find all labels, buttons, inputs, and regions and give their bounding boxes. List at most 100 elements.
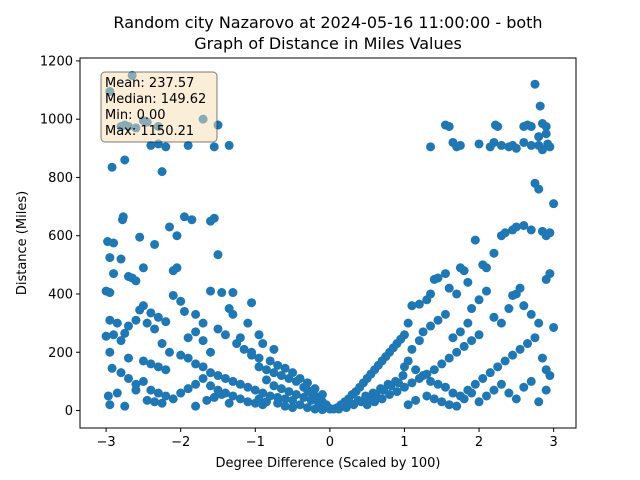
x-tick-label: 0 <box>326 435 334 450</box>
data-point <box>537 353 547 363</box>
data-point <box>157 167 167 177</box>
data-point <box>254 353 264 363</box>
data-point <box>276 371 286 381</box>
data-point <box>317 390 327 399</box>
data-point <box>209 213 219 223</box>
data-point <box>254 362 264 372</box>
data-point <box>470 235 480 245</box>
data-point <box>254 394 264 404</box>
data-point <box>243 318 253 328</box>
data-point <box>306 395 316 405</box>
data-point <box>191 359 201 369</box>
data-point <box>508 350 518 360</box>
axes-frame <box>79 57 577 429</box>
data-point <box>489 312 499 322</box>
data-point <box>452 289 462 299</box>
data-point <box>459 266 469 276</box>
data-point <box>254 330 264 340</box>
data-point <box>213 371 223 381</box>
data-point <box>239 344 249 354</box>
data-point <box>426 376 436 386</box>
data-point <box>519 301 529 311</box>
x-tick-label: 2 <box>475 435 483 450</box>
data-point <box>118 212 128 222</box>
data-point <box>179 212 189 222</box>
data-point <box>545 371 555 381</box>
data-point <box>105 253 115 263</box>
data-point <box>437 359 447 369</box>
data-point <box>120 328 130 338</box>
data-point <box>407 301 417 311</box>
data-point <box>157 339 167 349</box>
data-point <box>224 140 234 150</box>
data-point <box>467 388 477 398</box>
data-point <box>142 395 152 405</box>
data-point <box>526 376 536 386</box>
data-point <box>135 232 145 242</box>
data-point <box>482 286 491 296</box>
data-point <box>414 336 424 346</box>
data-point <box>228 391 238 401</box>
data-point <box>433 273 443 283</box>
data-point <box>534 397 544 407</box>
data-point <box>299 392 309 402</box>
data-point <box>123 373 133 383</box>
data-point <box>123 353 133 363</box>
stats-max: Max: 1150.21 <box>105 124 194 139</box>
data-point <box>105 400 115 410</box>
data-point <box>273 398 283 408</box>
data-point <box>146 140 156 150</box>
data-point <box>444 283 454 293</box>
data-point <box>534 132 544 142</box>
data-point <box>448 333 458 343</box>
x-tick-label: −2 <box>171 435 190 450</box>
data-point <box>235 333 245 343</box>
data-point <box>310 404 320 414</box>
data-point <box>440 269 450 279</box>
data-point <box>526 140 536 150</box>
data-point <box>426 142 436 152</box>
data-point <box>291 390 301 399</box>
data-point <box>452 347 462 357</box>
data-point <box>116 368 126 378</box>
data-point <box>206 381 216 391</box>
data-point <box>191 309 201 319</box>
data-point <box>302 403 312 413</box>
data-point <box>482 391 491 401</box>
data-point <box>496 379 506 389</box>
data-point <box>161 142 171 152</box>
data-point <box>168 290 178 300</box>
data-point <box>444 400 454 410</box>
data-point <box>463 277 473 287</box>
data-point <box>541 385 551 395</box>
data-point <box>191 401 201 411</box>
data-point <box>362 400 372 410</box>
data-point <box>217 288 227 298</box>
x-axis-label: Degree Difference (Scaled by 100) <box>216 456 441 471</box>
data-point <box>284 387 294 397</box>
data-point <box>519 121 529 131</box>
data-point <box>496 318 506 328</box>
data-point <box>467 336 477 346</box>
data-point <box>101 331 111 341</box>
data-point <box>161 317 171 327</box>
data-point <box>515 283 525 293</box>
data-point <box>549 322 559 332</box>
data-point <box>526 121 536 131</box>
data-point <box>519 137 529 147</box>
data-point <box>269 381 279 391</box>
x-tick-label: 1 <box>400 435 408 450</box>
data-point <box>183 384 193 394</box>
data-point <box>535 101 545 111</box>
data-point <box>183 140 193 150</box>
data-point <box>474 295 484 305</box>
data-point <box>161 391 171 401</box>
data-point <box>523 339 533 349</box>
data-point <box>213 250 223 260</box>
data-point <box>228 288 238 298</box>
data-point <box>146 308 156 318</box>
data-point <box>489 248 499 258</box>
data-point <box>295 400 305 410</box>
